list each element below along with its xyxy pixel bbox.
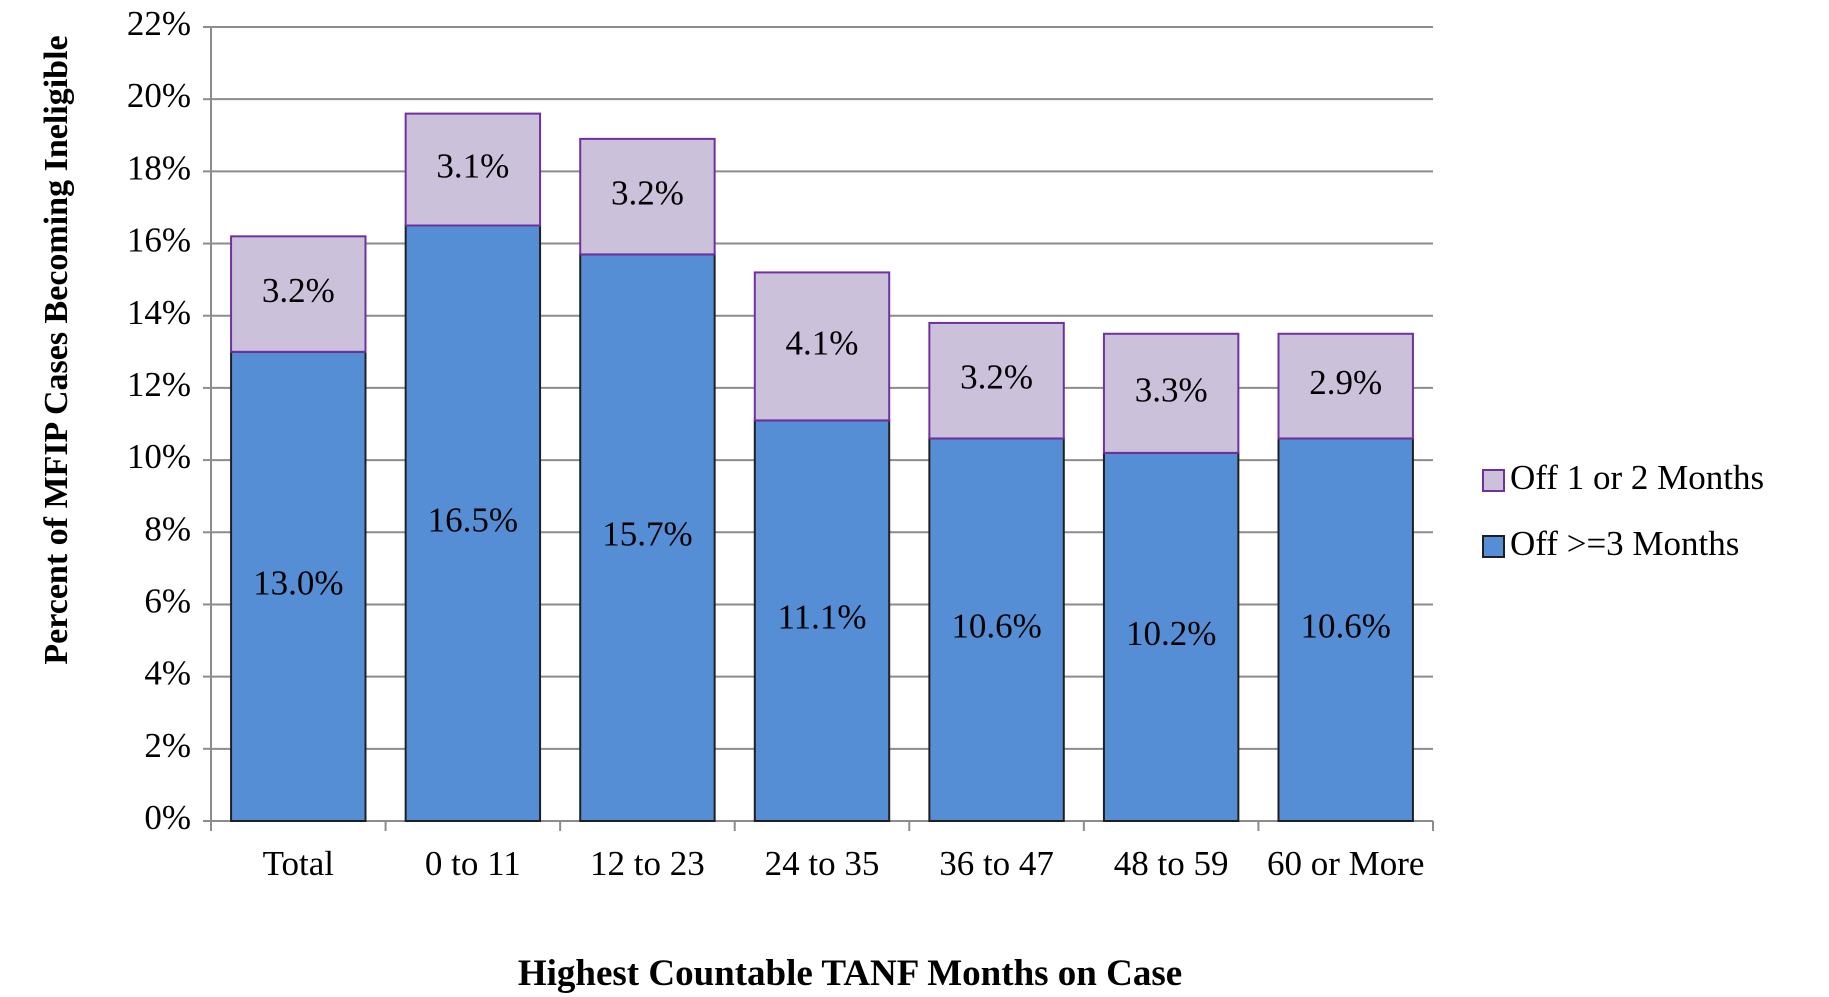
legend-label: Off 1 or 2 Months [1510,458,1764,497]
y-tick-label: 12% [127,365,191,404]
y-tick-label: 0% [144,798,191,837]
y-tick-label: 4% [144,654,191,693]
legend-label: Off >=3 Months [1510,524,1739,563]
bar-segment [404,224,542,822]
value-label: 4.1% [786,323,859,362]
bar-segment [753,271,891,422]
value-label: 16.5% [428,500,518,539]
y-tick-label: 14% [127,293,191,332]
x-axis-title: Highest Countable TANF Months on Case [517,953,1183,994]
legend-swatch [1482,535,1505,558]
x-tick-label: 0 to 11 [424,844,521,883]
x-tick-label: 48 to 59 [1113,844,1229,883]
x-tick-label: 36 to 47 [939,844,1054,883]
legend-swatch [1482,469,1505,492]
y-tick-label: 10% [127,437,191,476]
bar-segment [1102,332,1240,454]
y-tick-label: 2% [144,726,191,765]
value-label: 15.7% [602,515,692,554]
value-label: 3.2% [262,271,335,310]
bar-segment [1277,437,1414,822]
bar-segment [753,419,891,822]
value-label: 3.2% [611,174,684,213]
bar-segment [404,112,542,227]
value-label: 3.2% [960,358,1033,397]
y-tick-label: 8% [144,509,191,548]
y-axis-title: Percent of MFIP Cases Becoming Ineligibl… [38,35,75,665]
value-label: 11.1% [777,598,866,637]
value-label: 10.2% [1126,614,1216,653]
bar-segment [928,321,1065,440]
value-label: 13.0% [253,563,343,602]
value-label: 3.1% [436,147,509,186]
x-tick-label: 24 to 35 [764,844,880,883]
y-tick-label: 6% [144,581,191,620]
y-tick-label: 20% [127,76,191,115]
y-tick-label: 22% [127,4,191,43]
value-label: 10.6% [951,607,1041,646]
bar-segment [230,235,367,353]
x-tick-label: 60 or More [1266,844,1425,883]
value-label: 3.3% [1135,370,1208,409]
value-label: 10.6% [1301,607,1391,646]
x-tick-label: Total [262,844,334,883]
value-label: 2.9% [1309,363,1382,402]
bar-segment [579,137,716,256]
y-tick-label: 18% [127,148,191,187]
y-tick-label: 16% [127,221,191,260]
bar-segment [230,350,367,822]
x-tick-label: 12 to 23 [590,844,705,883]
bar-segment [1277,332,1414,440]
